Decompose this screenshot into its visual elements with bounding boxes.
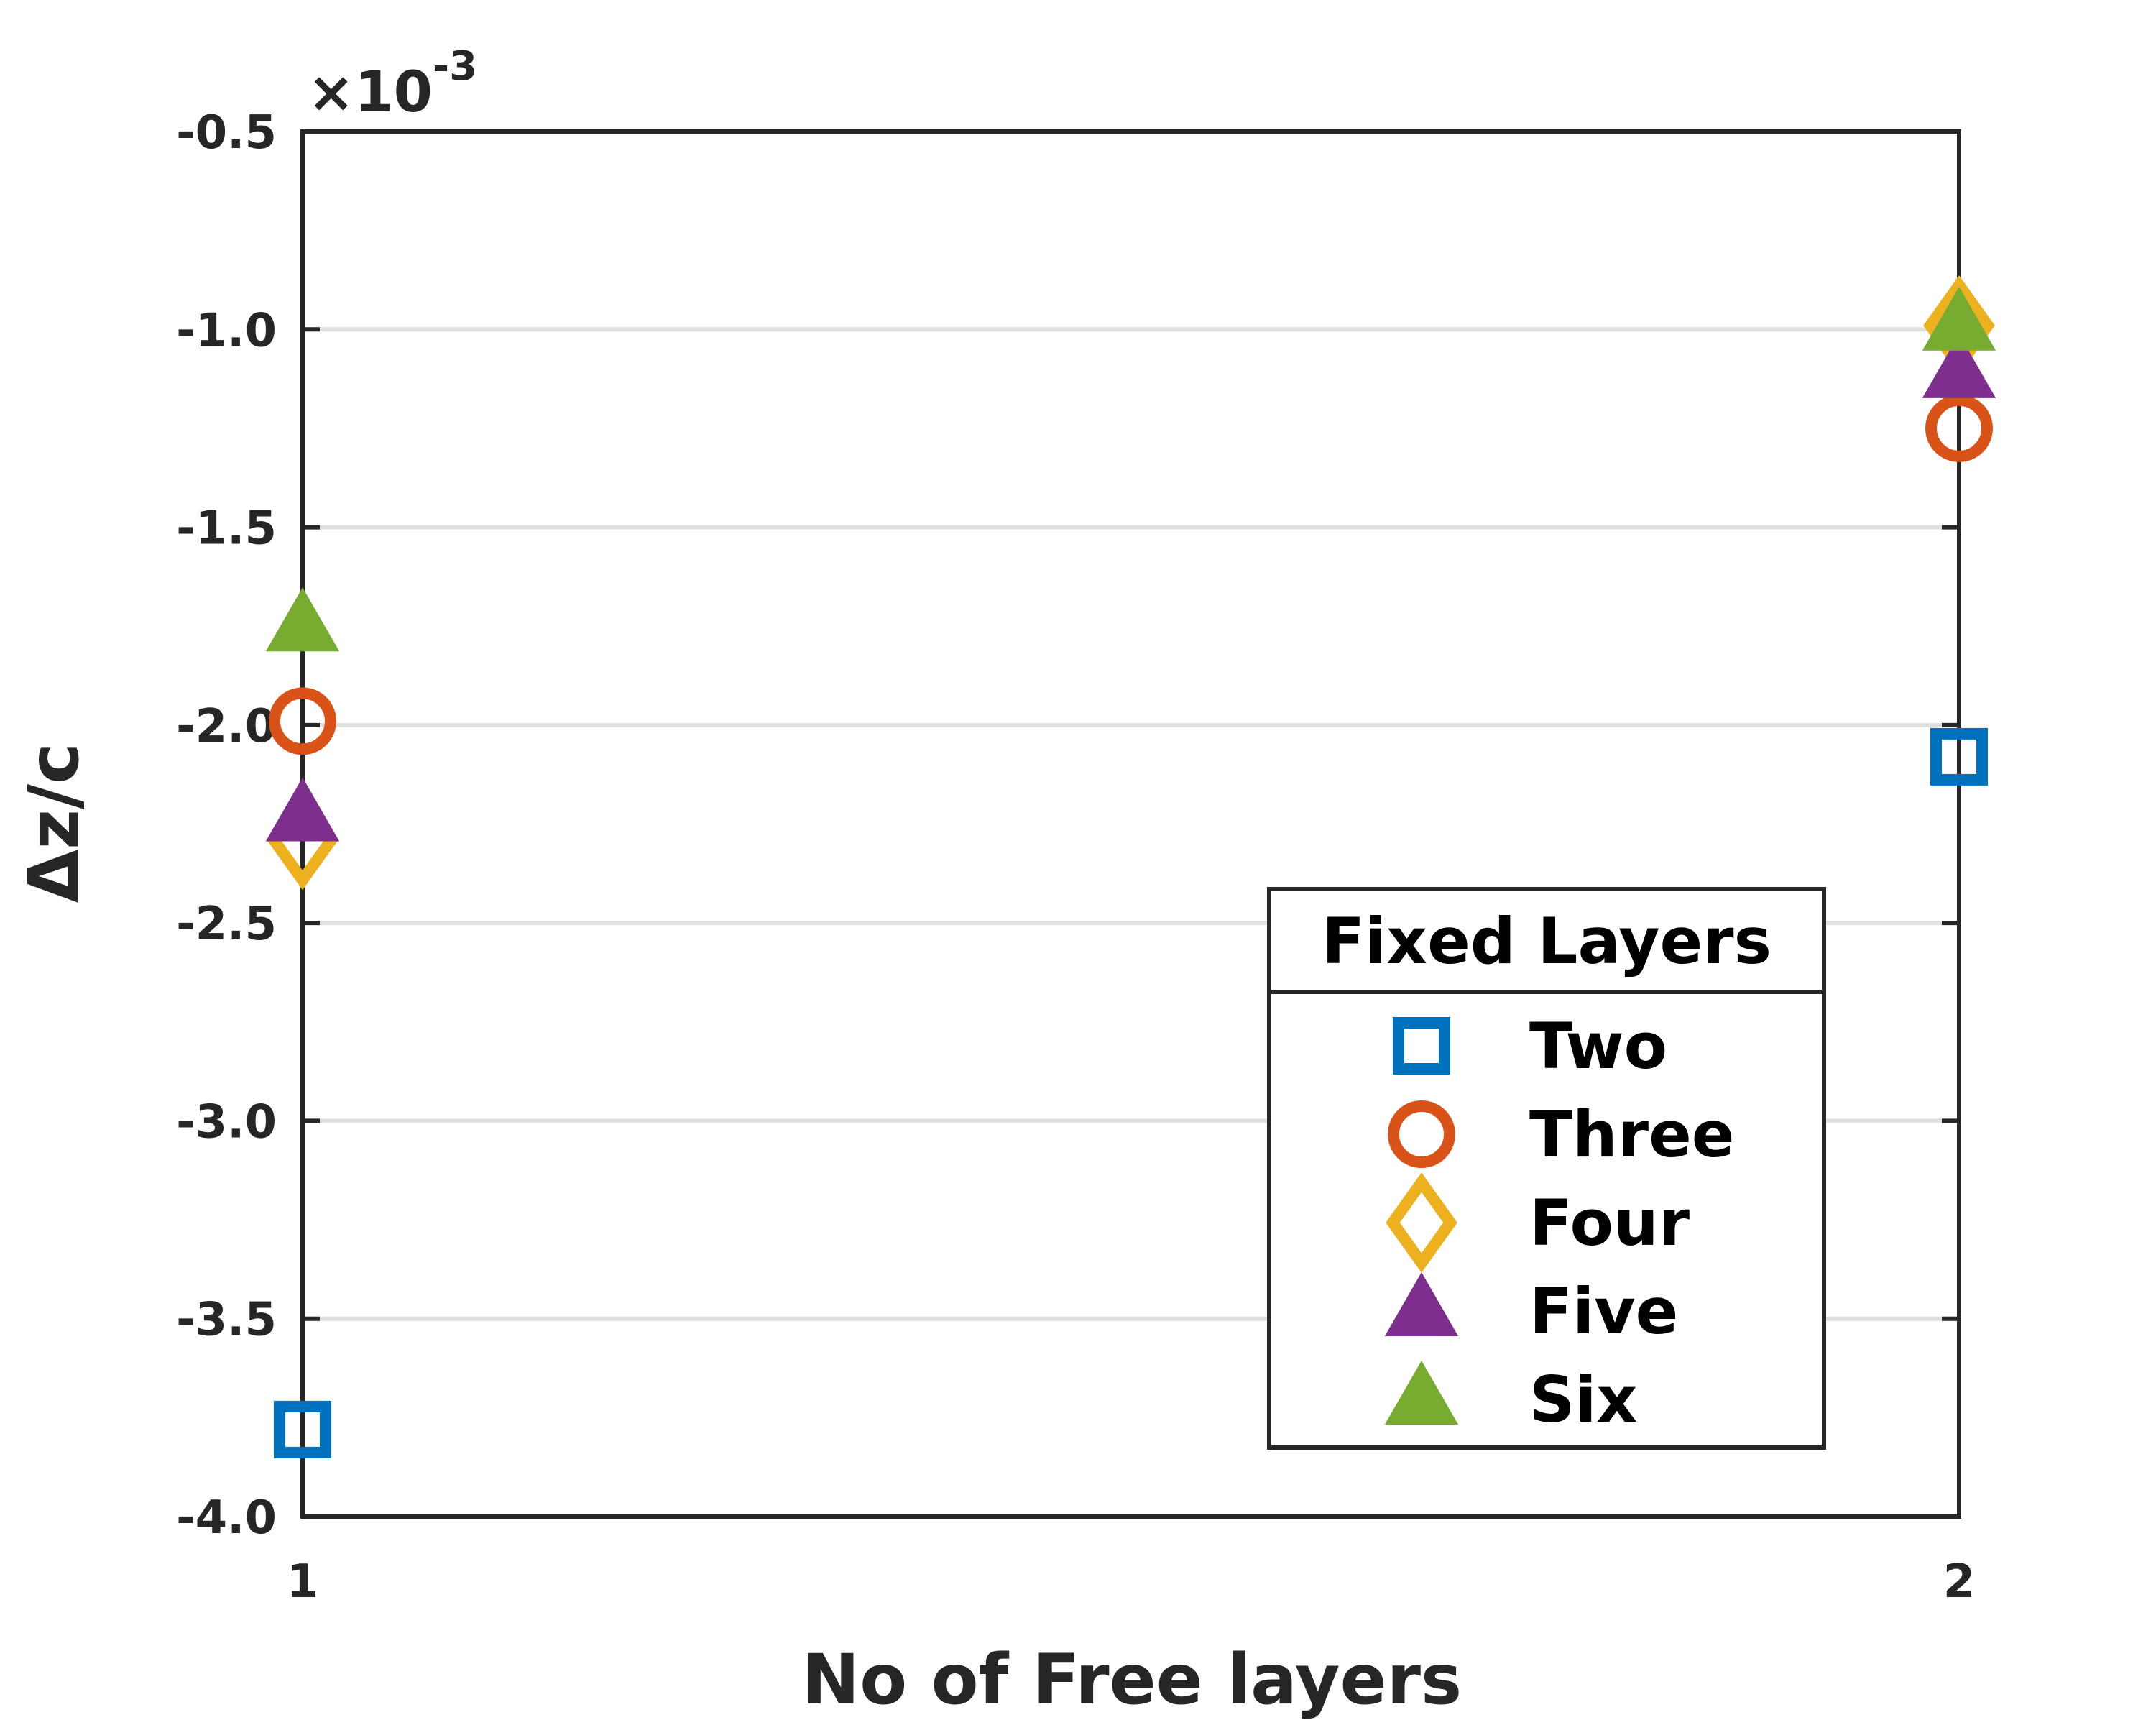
- y-tick-label: -1.0: [176, 304, 277, 357]
- marker-three: [1925, 394, 1993, 462]
- legend-marker-five: [1384, 1271, 1459, 1336]
- legend-entries: Two Three Four Five Six: [1384, 1009, 1734, 1437]
- legend-label: Three: [1529, 1098, 1734, 1172]
- legend-item-six: Six: [1384, 1360, 1637, 1437]
- data-markers: [265, 275, 1996, 1458]
- y-exponent-prefix: ×10: [308, 60, 433, 125]
- x-tick-label: 2: [1943, 1555, 1976, 1609]
- marker-five: [1922, 334, 1996, 398]
- legend-marker-three: [1388, 1100, 1455, 1168]
- legend-item-four: Four: [1386, 1172, 1690, 1273]
- legend-item-three: Three: [1388, 1098, 1734, 1172]
- y-tick-label: -0.5: [176, 106, 277, 160]
- y-tick-label: -4.0: [176, 1491, 277, 1545]
- y-exponent-label: ×10-3: [308, 43, 477, 125]
- marker-two: [274, 1400, 331, 1458]
- y-tick-label: -2.5: [176, 898, 277, 951]
- x-tick-label: 1: [287, 1555, 319, 1609]
- legend-marker-four: [1386, 1172, 1457, 1273]
- y-tick-label: -3.5: [176, 1294, 277, 1347]
- y-tick-labels: -4.0 -3.5 -3.0 -2.5 -2.0 -1.5 -1.0 -0.5: [176, 106, 277, 1545]
- legend-label: Two: [1529, 1009, 1667, 1083]
- y-tick-label: -1.5: [176, 502, 277, 556]
- legend-label: Four: [1529, 1186, 1690, 1260]
- legend-marker-six: [1384, 1360, 1459, 1425]
- marker-two: [1930, 727, 1988, 786]
- legend-label: Five: [1529, 1274, 1678, 1348]
- legend-title: Fixed Layers: [1322, 904, 1772, 978]
- legend-item-five: Five: [1384, 1271, 1678, 1348]
- x-axis-title: No of Free layers: [802, 1639, 1462, 1720]
- legend-item-two: Two: [1393, 1009, 1667, 1083]
- marker-six: [265, 587, 340, 652]
- y-exponent-power: -3: [433, 43, 477, 90]
- y-axis-title: Δz/c: [14, 743, 94, 903]
- legend-label: Six: [1529, 1363, 1637, 1437]
- marker-five: [265, 777, 340, 842]
- legend: Fixed Layers Two Three Four Five Six: [1267, 887, 1826, 1450]
- marker-six: [1922, 286, 1996, 351]
- y-tick-label: -3.0: [176, 1095, 277, 1149]
- y-tick-label: -2.0: [176, 700, 277, 753]
- legend-marker-two: [1393, 1017, 1450, 1075]
- marker-three: [269, 687, 336, 755]
- legend-box: [1267, 887, 1826, 1450]
